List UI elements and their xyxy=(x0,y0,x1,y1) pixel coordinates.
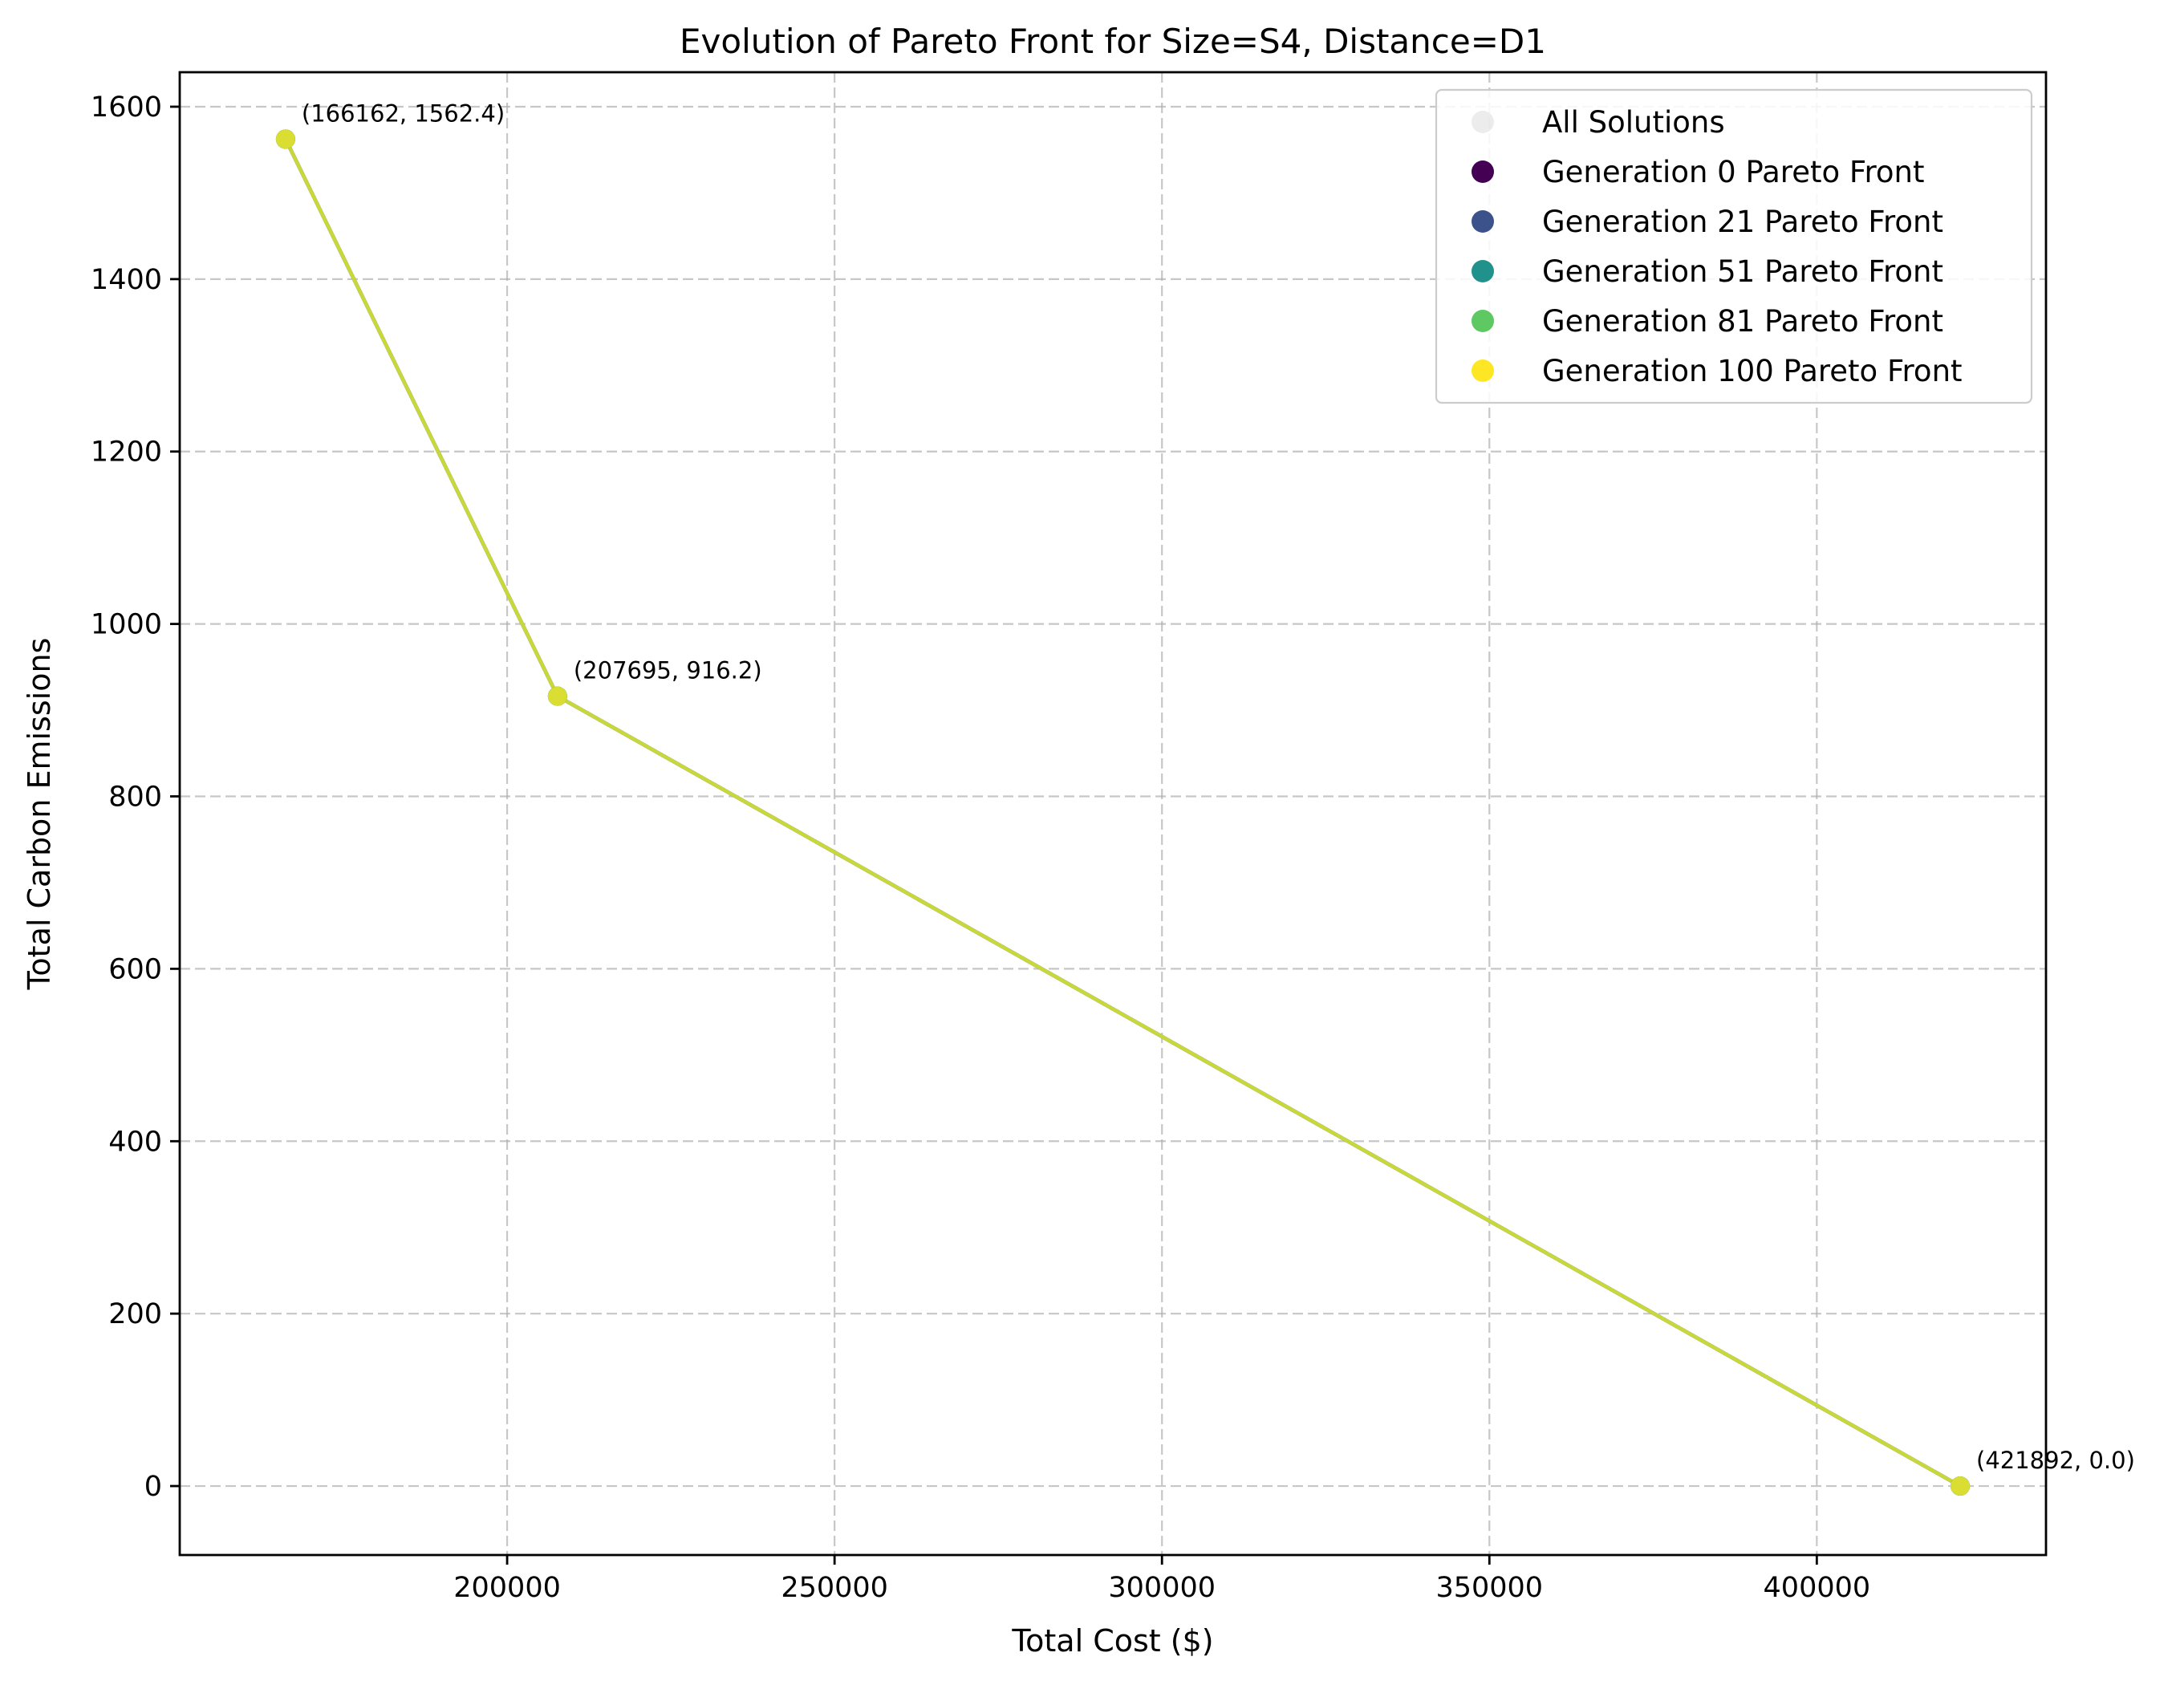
legend-marker xyxy=(1472,111,1494,133)
x-tick-label: 350000 xyxy=(1435,1572,1543,1604)
x-tick-label: 200000 xyxy=(453,1572,561,1604)
legend-marker xyxy=(1472,210,1494,233)
legend-marker xyxy=(1472,359,1494,382)
y-tick-label: 200 xyxy=(108,1298,162,1330)
legend-marker xyxy=(1472,260,1494,282)
x-tick-label: 250000 xyxy=(781,1572,888,1604)
legend-entry-label: All Solutions xyxy=(1542,105,1725,140)
point-annotations: (166162, 1562.4) (207695, 916.2) (421892, … xyxy=(302,99,2135,1474)
point-annotation: (207695, 916.2) xyxy=(574,657,762,684)
y-tick-label: 600 xyxy=(108,953,162,985)
legend-entry-label: Generation 51 Pareto Front xyxy=(1542,254,1943,289)
legend-entry-label: Generation 81 Pareto Front xyxy=(1542,304,1943,339)
x-tick-label: 300000 xyxy=(1108,1572,1216,1604)
point-annotation: (421892, 0.0) xyxy=(1976,1447,2135,1474)
legend-entry-label: Generation 100 Pareto Front xyxy=(1542,354,1963,388)
pareto-point xyxy=(547,686,567,706)
axis-ticks: 200000 250000 300000 350000 400000 0 200 400 600… xyxy=(91,91,1870,1604)
y-axis-label: Total Carbon Emissions xyxy=(22,638,57,991)
plot-area-frame xyxy=(178,71,2048,1557)
x-axis-label: Total Cost ($) xyxy=(1011,1623,1213,1659)
legend-marker xyxy=(1472,310,1494,332)
pareto-point xyxy=(275,129,295,149)
chart-title: Evolution of Pareto Front for Size=S4, D… xyxy=(680,22,1546,61)
y-tick-label: 1600 xyxy=(91,91,162,124)
legend-entry-label: Generation 0 Pareto Front xyxy=(1542,155,1924,189)
legend-box xyxy=(1435,88,2033,404)
y-tick-label: 1200 xyxy=(91,436,162,469)
grid-lines xyxy=(180,72,2046,1555)
legend-entry-label: Generation 21 Pareto Front xyxy=(1542,205,1943,239)
x-tick-label: 400000 xyxy=(1764,1572,1871,1604)
y-tick-label: 800 xyxy=(108,782,162,814)
y-tick-label: 400 xyxy=(108,1126,162,1158)
legend-marker xyxy=(1472,160,1494,183)
y-tick-label: 0 xyxy=(144,1471,162,1503)
pareto-point xyxy=(1951,1476,1971,1496)
legend: All Solutions Generation 0 Pareto Front Ge… xyxy=(1435,88,2033,404)
y-tick-label: 1000 xyxy=(91,609,162,641)
y-tick-label: 1400 xyxy=(91,264,162,296)
pareto-points xyxy=(275,129,1971,1496)
point-annotation: (166162, 1562.4) xyxy=(302,99,505,127)
